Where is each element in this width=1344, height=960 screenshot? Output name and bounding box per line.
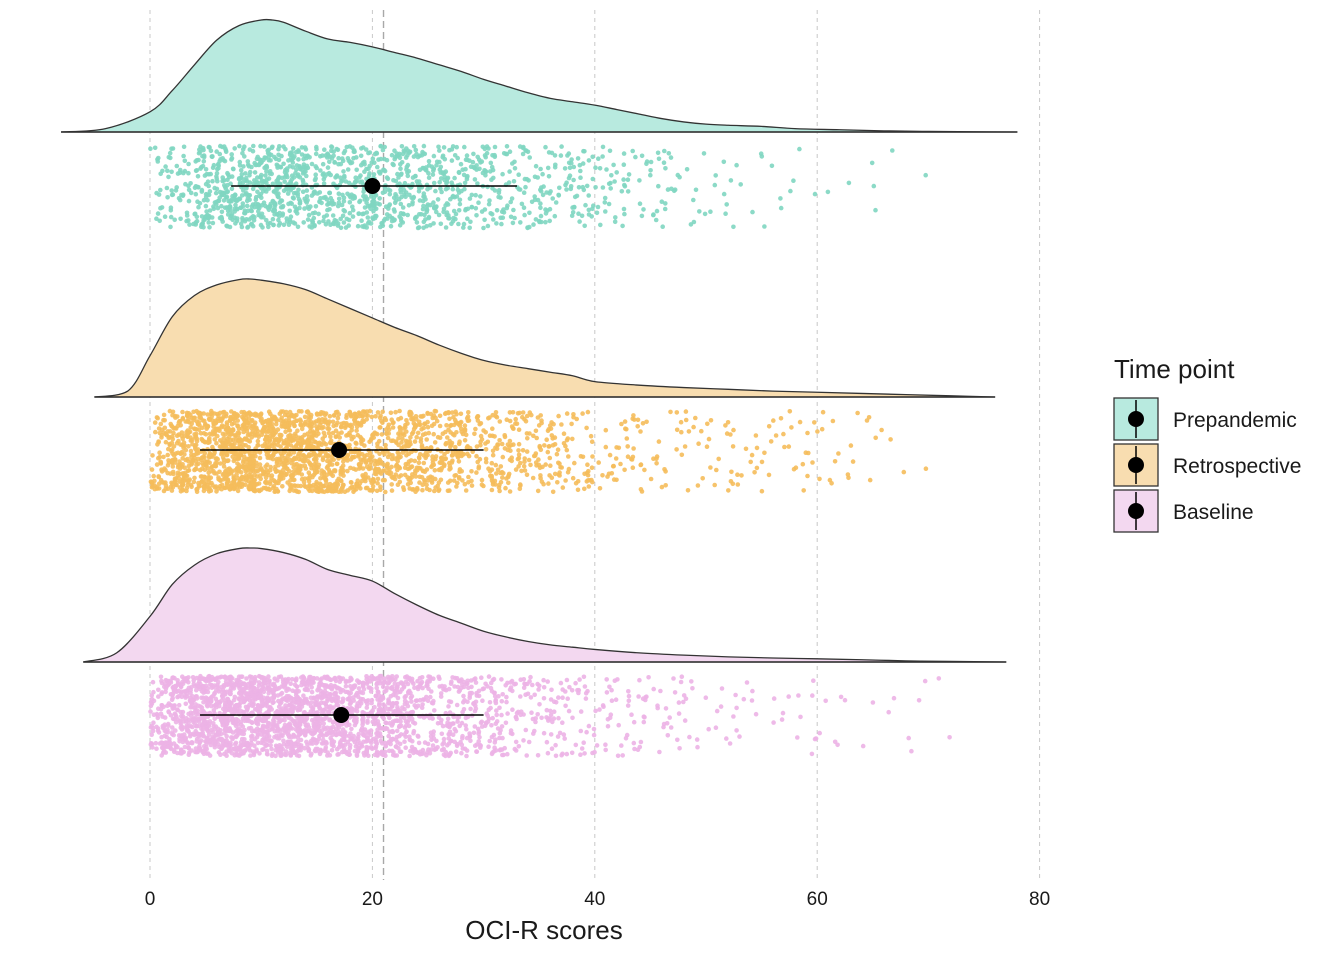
x-tick-label-0: 0	[145, 889, 156, 910]
legend-label-retrospective: Retrospective	[1173, 455, 1301, 478]
density-prepandemic	[60, 18, 1018, 133]
x-tick-label-40: 40	[584, 889, 605, 910]
raw-points-retrospective	[148, 408, 929, 495]
legend-title: Time point	[1114, 354, 1235, 384]
raw-points-baseline	[148, 673, 952, 759]
mean-point-retrospective	[331, 442, 348, 458]
plot-panels	[60, 18, 1018, 759]
series-retrospective	[94, 278, 996, 495]
legend-item-baseline: Baseline	[1113, 489, 1254, 533]
x-axis-title: OCI-R scores	[465, 915, 622, 945]
legend-item-retrospective: Retrospective	[1113, 443, 1301, 487]
legend-item-prepandemic: Prepandemic	[1113, 397, 1297, 441]
vertical-gridlines	[149, 10, 1041, 880]
mean-point-prepandemic	[364, 178, 381, 194]
x-axis-tick-labels: 0 20 40 60 80	[145, 889, 1050, 910]
legend-label-baseline: Baseline	[1173, 501, 1254, 524]
x-tick-label-80: 80	[1029, 889, 1050, 910]
x-tick-label-20: 20	[362, 889, 383, 910]
density-baseline	[83, 547, 1007, 663]
series-baseline	[83, 547, 1007, 759]
density-retrospective	[94, 278, 996, 398]
mean-point-baseline	[333, 707, 350, 723]
raw-points-prepandemic	[148, 143, 928, 231]
legend-label-prepandemic: Prepandemic	[1173, 409, 1297, 432]
legend: Time point Prepandemic Retrospective Basel…	[1113, 354, 1301, 533]
x-tick-label-60: 60	[807, 889, 828, 910]
series-prepandemic	[60, 18, 1018, 231]
